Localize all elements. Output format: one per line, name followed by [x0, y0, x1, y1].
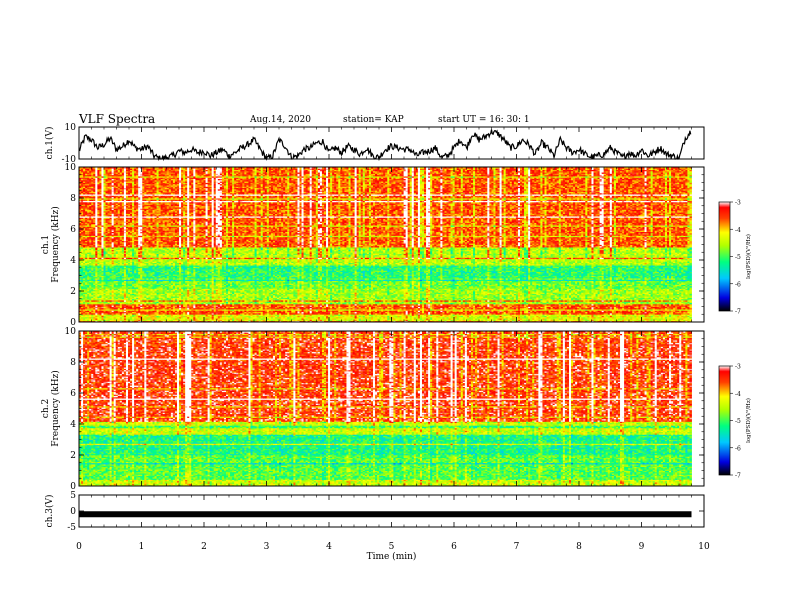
- x-tick-label: 6: [451, 542, 457, 552]
- x-axis-label: Time (min): [367, 551, 417, 562]
- y-tick-label: 5: [70, 491, 76, 501]
- y-axis-label: ch.2: [41, 399, 51, 418]
- y-tick-label: 2: [70, 287, 76, 297]
- y-tick-label: 4: [70, 420, 76, 430]
- colorbar-tick-label: -5: [735, 418, 741, 425]
- y-tick-label: 2: [70, 451, 76, 461]
- y-tick-label: -5: [67, 523, 76, 533]
- x-tick-label: 4: [326, 542, 332, 552]
- y-axis-label: Frequency (kHz): [50, 370, 61, 447]
- colorbar-label: log(PSD)(V²/Hz): [745, 398, 752, 443]
- vlf-spectra-figure: 10-10ch.1(V) 0246810ch.1 Frequency (kHz)-…: [0, 0, 792, 612]
- y-tick-label: 0: [70, 507, 76, 517]
- x-tick-label: 1: [139, 542, 145, 552]
- colorbar: [719, 202, 730, 311]
- spectrogram-cells: [79, 167, 692, 322]
- x-tick-label: 8: [576, 542, 582, 552]
- y-axis-label: Frequency (kHz): [50, 206, 61, 283]
- y-tick-label: 10: [65, 163, 77, 173]
- colorbar-tick-label: -7: [735, 309, 741, 316]
- y-axis-label: ch.1(V): [44, 127, 55, 160]
- y-tick-label: 4: [70, 256, 76, 266]
- y-tick-label: 6: [70, 389, 76, 399]
- colorbar-tick-label: -6: [735, 445, 741, 452]
- y-tick-label: 8: [70, 358, 76, 368]
- colorbar-tick-label: -4: [735, 391, 741, 398]
- colorbar-tick-label: -3: [735, 364, 741, 371]
- x-tick-label: 5: [389, 542, 395, 552]
- colorbar-tick-label: -7: [735, 473, 741, 480]
- spectrogram-cells: [79, 331, 692, 486]
- y-axis-label: ch.1: [41, 235, 51, 254]
- y-tick-label: 10: [65, 327, 77, 337]
- ch1-voltage-trace: [79, 130, 691, 159]
- colorbar: [719, 366, 730, 475]
- x-tick-label: 10: [698, 542, 710, 552]
- y-tick-label: 10: [65, 123, 77, 133]
- colorbar-label: log(PSD)(V²/Hz): [745, 234, 752, 279]
- x-tick-label: 9: [639, 542, 645, 552]
- x-tick-label: 3: [264, 542, 270, 552]
- x-tick-label: 2: [201, 542, 207, 552]
- x-tick-label: 0: [76, 542, 82, 552]
- y-tick-label: 8: [70, 194, 76, 204]
- x-tick-label: 7: [514, 542, 520, 552]
- colorbar-tick-label: -5: [735, 254, 741, 261]
- y-tick-label: 6: [70, 225, 76, 235]
- colorbar-tick-label: -3: [735, 200, 741, 207]
- y-axis-label: ch.3(V): [44, 495, 55, 528]
- colorbar-tick-label: -6: [735, 281, 741, 288]
- colorbar-tick-label: -4: [735, 227, 741, 234]
